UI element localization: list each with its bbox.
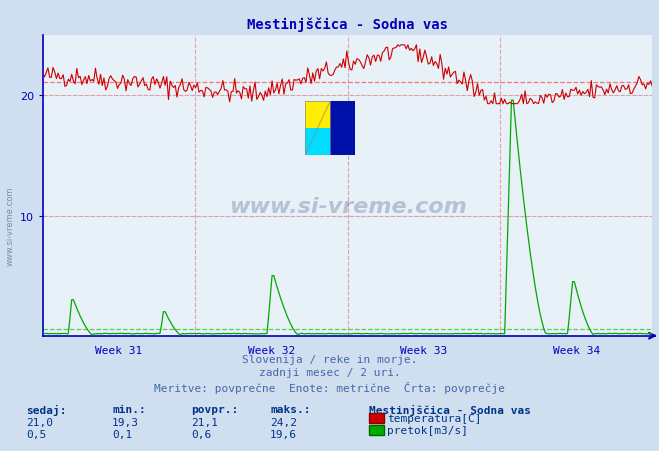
Text: pretok[m3/s]: pretok[m3/s]	[387, 425, 468, 435]
Text: Slovenija / reke in morje.: Slovenija / reke in morje.	[242, 354, 417, 364]
Text: zadnji mesec / 2 uri.: zadnji mesec / 2 uri.	[258, 368, 401, 377]
Text: min.:: min.:	[112, 404, 146, 414]
Text: Meritve: povprečne  Enote: metrične  Črta: povprečje: Meritve: povprečne Enote: metrične Črta:…	[154, 381, 505, 393]
Text: Week 34: Week 34	[553, 345, 600, 355]
Polygon shape	[305, 102, 330, 129]
Text: povpr.:: povpr.:	[191, 404, 239, 414]
Polygon shape	[305, 129, 330, 156]
Text: 19,6: 19,6	[270, 429, 297, 439]
Text: 0,1: 0,1	[112, 429, 132, 439]
Polygon shape	[330, 102, 355, 156]
Text: 0,5: 0,5	[26, 429, 47, 439]
Text: Week 31: Week 31	[96, 345, 142, 355]
Title: Mestinjščica - Sodna vas: Mestinjščica - Sodna vas	[247, 18, 448, 32]
Text: temperatura[C]: temperatura[C]	[387, 413, 481, 423]
Text: 21,0: 21,0	[26, 417, 53, 427]
Text: 24,2: 24,2	[270, 417, 297, 427]
Text: 0,6: 0,6	[191, 429, 212, 439]
Text: sedaj:: sedaj:	[26, 404, 67, 414]
Text: 21,1: 21,1	[191, 417, 218, 427]
Text: maks.:: maks.:	[270, 404, 310, 414]
Polygon shape	[305, 102, 330, 129]
Text: www.si-vreme.com: www.si-vreme.com	[5, 186, 14, 265]
Text: Week 32: Week 32	[248, 345, 295, 355]
Text: Mestinjščica - Sodna vas: Mestinjščica - Sodna vas	[369, 404, 531, 414]
Text: Week 33: Week 33	[400, 345, 447, 355]
Text: 19,3: 19,3	[112, 417, 139, 427]
Text: www.si-vreme.com: www.si-vreme.com	[229, 197, 467, 217]
